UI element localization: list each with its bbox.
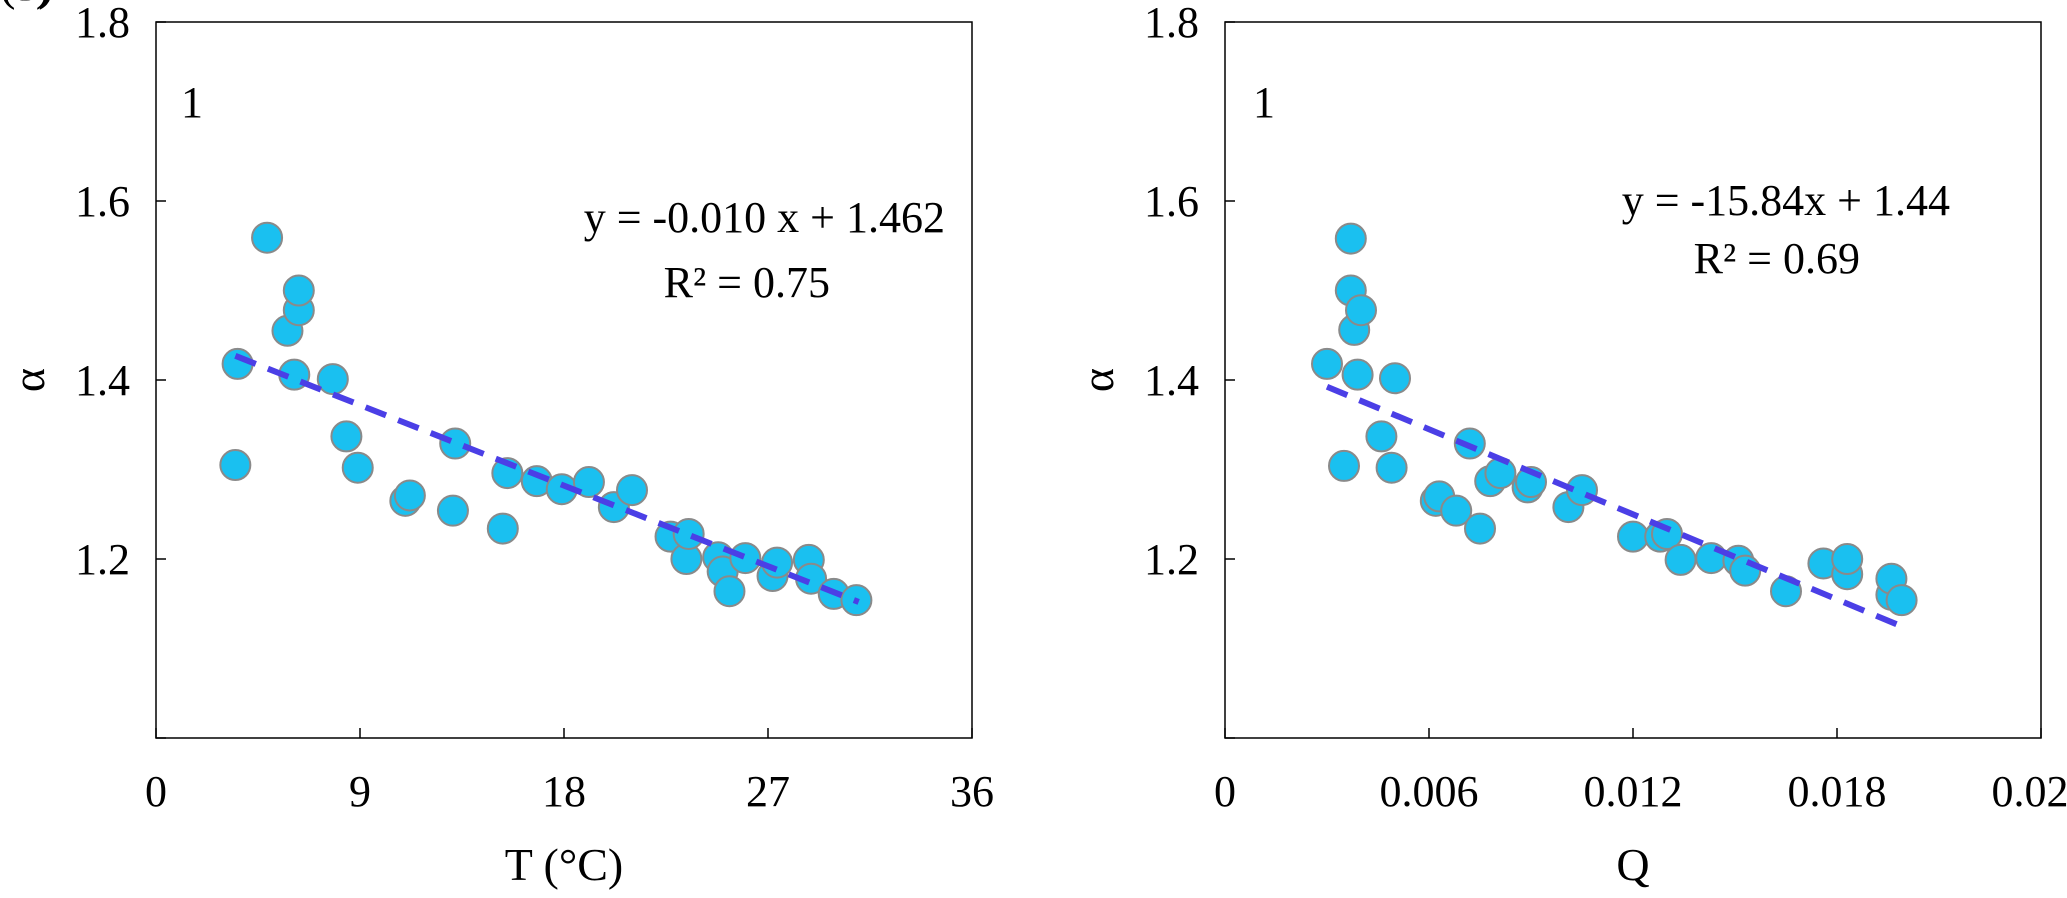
panel-b-data-point [1484,457,1517,490]
panel-a-data-point [316,363,349,396]
panel-a-x-axis-title: T (°C) [505,839,623,890]
panel-b-label: (b) [0,0,54,10]
panel-a-data-point [330,420,363,453]
panel-a-data-point [672,517,705,550]
panel-b-data-point [1617,520,1649,553]
panel-b-x-tick-label: 0.006 [1380,767,1479,816]
panel-b-x-tick-label: 0.024 [1992,767,2067,816]
panel-a-y-tick-label: 1.6 [75,177,130,226]
panel-a-data-point [486,512,519,545]
panel-b-data-point [1365,420,1398,453]
panel-a-equation: y = -0.010 x + 1.462 [584,193,945,242]
panel-a-data-point [219,449,252,482]
panel-a-data-point [251,221,284,254]
panel-b-r-squared: R² = 0.69 [1694,234,1860,283]
panel-b-y-axis-title: α [1072,368,1123,392]
panel-b-data-point [1375,451,1408,484]
panel-b-data-point [1311,347,1343,380]
panel-b-x-ticks: 0 0.006 0.012 0.018 0.024 [1214,728,2067,816]
panel-b-x-tick-label: 0 [1214,767,1236,816]
panel-a-label: (a) [0,0,51,10]
panel-a-data-point [282,274,315,307]
panel-b-y-ticks: 1 1.2 1.4 1.6 1.8 [1144,0,1275,739]
panel-a-y-tick-label: 1.2 [75,535,130,584]
panel-b-data-point [1729,554,1762,587]
panel-a-r-squared: R² = 0.75 [664,258,830,307]
panel-a-data-point [616,474,648,507]
panel-a-x-tick-label: 9 [349,767,371,816]
panel-b-data-point [1885,584,1918,617]
panel-a-data-point [439,427,472,460]
panel-a-y-tick-label: 1.4 [75,356,130,405]
panel-b-data-point [1379,362,1411,395]
panel-b-y-tick-label: 1.6 [1144,177,1199,226]
panel-a-data-point [393,479,426,512]
panel-b-data-point [1345,294,1377,327]
panel-a-x-tick-label: 18 [542,767,586,816]
panel-b-x-tick-label: 0.012 [1584,767,1683,816]
panel-a-data-point [341,451,374,484]
panel-b-y-tick-label: 1.2 [1144,535,1199,584]
panel-a-y-ticks: 1 1.2 1.4 1.6 1.8 [75,0,203,739]
panel-b-trendline [1325,383,1900,628]
panel-b-data-point [1695,542,1728,575]
panel-a: 1 1.2 1.4 1.6 1.8 0 9 18 27 36 α T (°C) (a) y = … [0,0,994,890]
panel-a-x-tick-label: 27 [746,767,790,816]
panel-b-equation: y = -15.84x + 1.44 [1622,176,1950,225]
panel-a-data-point [713,575,746,608]
panel-b-data-point [1328,449,1360,482]
panel-b-data-point [1664,543,1697,576]
panel-b-data-point [1440,494,1473,527]
panel-b-data-point [1831,543,1864,575]
panel-b-data-point [1341,358,1374,391]
panel-a-plot-frame [155,21,973,739]
panel-b-y-tick-label: 1 [1253,78,1275,127]
panel-a-y-tick-label: 1.8 [75,0,130,47]
panel-a-y-axis-title: α [3,368,54,392]
panel-a-x-tick-label: 36 [950,767,994,816]
panel-b-x-tick-label: 0.018 [1788,767,1887,816]
panel-b-plot-frame [1224,21,2042,739]
panel-a-data-point [729,542,762,575]
panel-b-x-axis-title: Q [1616,839,1649,890]
panel-a-data-point [436,494,469,527]
panel-b-data-point [1334,222,1367,255]
panel-b-y-tick-label: 1.8 [1144,0,1199,47]
panel-a-data-points [219,221,873,617]
panel-a-x-tick-label: 0 [145,767,167,816]
panel-a-y-tick-label: 1 [181,78,203,127]
panel-b-data-point [1464,512,1496,545]
panel-b-y-tick-label: 1.4 [1144,356,1199,405]
panel-a-x-ticks: 0 9 18 27 36 [145,728,994,816]
panel-a-trendline [234,353,860,605]
